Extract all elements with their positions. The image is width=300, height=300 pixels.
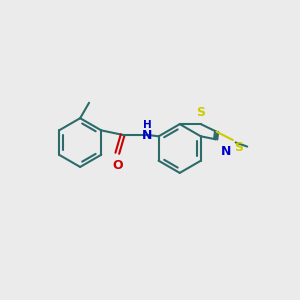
Text: O: O [112,159,123,172]
Text: S: S [234,141,243,154]
Text: H: H [143,120,152,130]
Text: S: S [196,106,205,119]
Text: N: N [221,145,231,158]
Text: N: N [142,129,152,142]
